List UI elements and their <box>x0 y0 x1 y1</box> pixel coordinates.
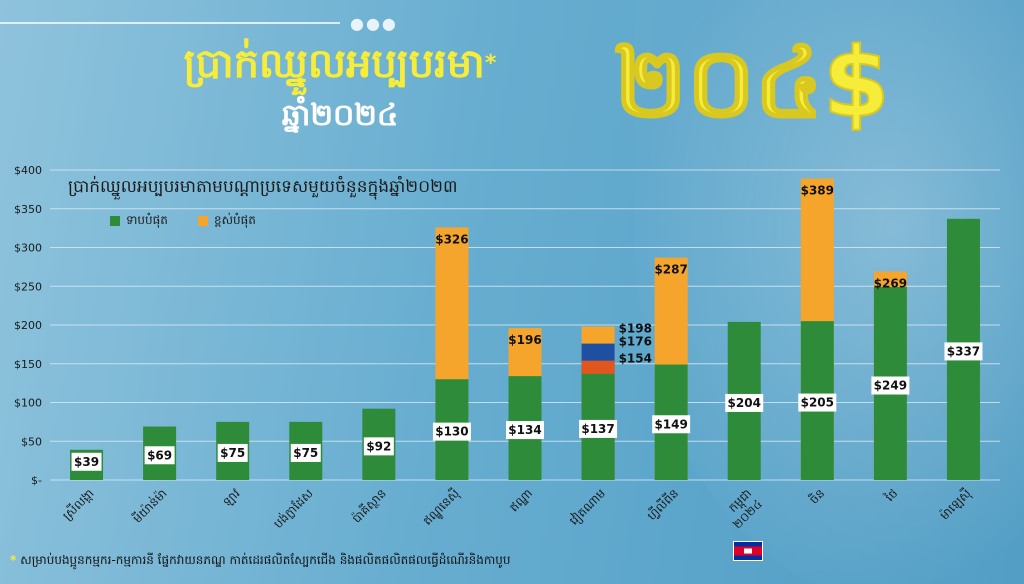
x-tick-label: ឥណ្ឌា <box>507 486 535 514</box>
y-tick-label: $400 <box>14 164 42 177</box>
y-tick-label: $- <box>31 474 42 487</box>
x-tick-text: មីយ៉ាន់ម៉ា <box>129 486 169 526</box>
data-label: $75 <box>220 446 245 460</box>
x-tick-text: ម៉ាឡេស៊ី <box>936 486 974 524</box>
data-label: $69 <box>147 448 172 462</box>
y-tick-label: $300 <box>14 242 42 255</box>
data-label: $75 <box>293 446 318 460</box>
cambodia-flag-icon <box>733 541 763 561</box>
data-label: $326 <box>435 232 468 246</box>
data-label-box <box>71 452 102 471</box>
x-tick-label: ស្រីលង្កា <box>59 486 96 523</box>
data-label: $389 <box>801 184 834 198</box>
legend-label-highest: ខ្ពស់បំផុត <box>214 213 256 227</box>
page-subtitle: ឆ្នាំ២០២៤ <box>281 98 399 133</box>
y-tick-label: $50 <box>21 435 42 448</box>
data-label: $130 <box>435 425 468 439</box>
data-label-box <box>652 415 691 434</box>
x-tick-text: ឥណ្ឌូនេស៊ី <box>420 486 465 531</box>
x-tick-label: មីយ៉ាន់ម៉ា <box>129 486 169 526</box>
data-label-box <box>725 393 764 412</box>
y-tick-label: $350 <box>14 203 42 216</box>
y-tick-label: $200 <box>14 319 42 332</box>
y-tick-label: $100 <box>14 397 42 410</box>
x-tick-label: ឡាវ <box>220 486 243 509</box>
data-label: $92 <box>366 439 391 453</box>
data-label: $269 <box>874 277 907 291</box>
data-label: $337 <box>947 344 980 358</box>
legend-label-lowest: ទាបបំផុត <box>126 213 168 227</box>
data-label: $204 <box>728 396 761 410</box>
data-label: $149 <box>654 417 687 431</box>
x-tick-label: កម្ពុជា២០២៤ <box>726 486 765 531</box>
x-tick-label: វៀតណាម <box>566 485 609 528</box>
x-tick-label: ម៉ាឡេស៊ី <box>936 486 974 524</box>
data-label: $205 <box>801 396 834 410</box>
x-tick-text: ថៃ <box>881 486 900 505</box>
x-tick-label: ចិន <box>806 486 827 507</box>
data-label-box <box>871 376 910 395</box>
legend-swatch-lowest <box>110 216 120 226</box>
footnote-mark: * <box>10 553 17 567</box>
data-label-box <box>506 421 544 440</box>
data-label-box <box>944 342 983 361</box>
data-label: $39 <box>74 455 99 469</box>
data-label-box <box>579 419 618 438</box>
x-tick-label: ថៃ <box>881 486 900 505</box>
footnote: * សម្រាប់បងប្អូនកម្មករ-កម្មការនី ផ្នែកវាយ… <box>10 552 511 570</box>
data-label-box <box>144 446 175 465</box>
x-tick-label: ហ្វីលីពីន <box>644 486 682 524</box>
legend-swatch-highest <box>198 216 208 226</box>
page-title: ប្រាក់ឈ្នួលអប្បបរមា* <box>120 40 560 88</box>
footnote-text: សម្រាប់បងប្អូនកម្មករ-កម្មការនី ផ្នែកវាយន… <box>20 553 511 567</box>
x-tick-label: ប៉ាគីស្ថាន <box>349 486 389 526</box>
data-label: $196 <box>508 333 541 347</box>
data-label: $198 <box>619 322 652 336</box>
asterisk-mark: * <box>484 51 497 76</box>
x-tick-text: ចិន <box>806 486 827 507</box>
data-label-box <box>798 393 837 412</box>
data-label-box <box>217 443 248 462</box>
data-label: $154 <box>619 352 652 366</box>
x-tick-text: ហ្វីលីពីន <box>644 486 682 524</box>
data-label: $137 <box>581 422 614 436</box>
x-tick-label: ឥណ្ឌូនេស៊ី <box>420 486 465 531</box>
x-tick-text: ប៉ាគីស្ថាន <box>349 486 389 526</box>
legend-item-highest: ខ្ពស់បំផុត <box>198 212 256 230</box>
data-label-box <box>290 443 321 462</box>
x-tick-text: បង់ក្លាដែស <box>270 486 316 532</box>
data-label-box <box>432 422 471 441</box>
data-label: $287 <box>654 263 687 277</box>
chart-title: ប្រាក់ឈ្នួលអប្បបរមាតាមបណ្តាប្រទេសមួយចំនួ… <box>68 177 458 197</box>
y-tick-label: $250 <box>14 280 42 293</box>
data-label-box <box>363 437 394 456</box>
decorative-dots: ●●● <box>350 14 398 33</box>
y-tick-label: $150 <box>14 358 42 371</box>
data-label: $249 <box>874 379 907 393</box>
title-text: ប្រាក់ឈ្នួលអប្បបរមា <box>183 41 485 87</box>
data-label: $176 <box>619 335 652 349</box>
x-tick-text: ឡាវ <box>220 486 243 509</box>
x-tick-text: វៀតណាម <box>566 485 609 528</box>
data-label: $134 <box>508 423 541 437</box>
legend-item-lowest: ទាបបំផុត <box>110 212 168 230</box>
x-tick-label: បង់ក្លាដែស <box>270 486 316 532</box>
x-tick-text: ឥណ្ឌា <box>507 486 535 514</box>
decorative-line <box>0 22 340 24</box>
headline-wage: ២០៤$ <box>613 26 890 140</box>
x-tick-text: ស្រីលង្កា <box>59 486 96 523</box>
